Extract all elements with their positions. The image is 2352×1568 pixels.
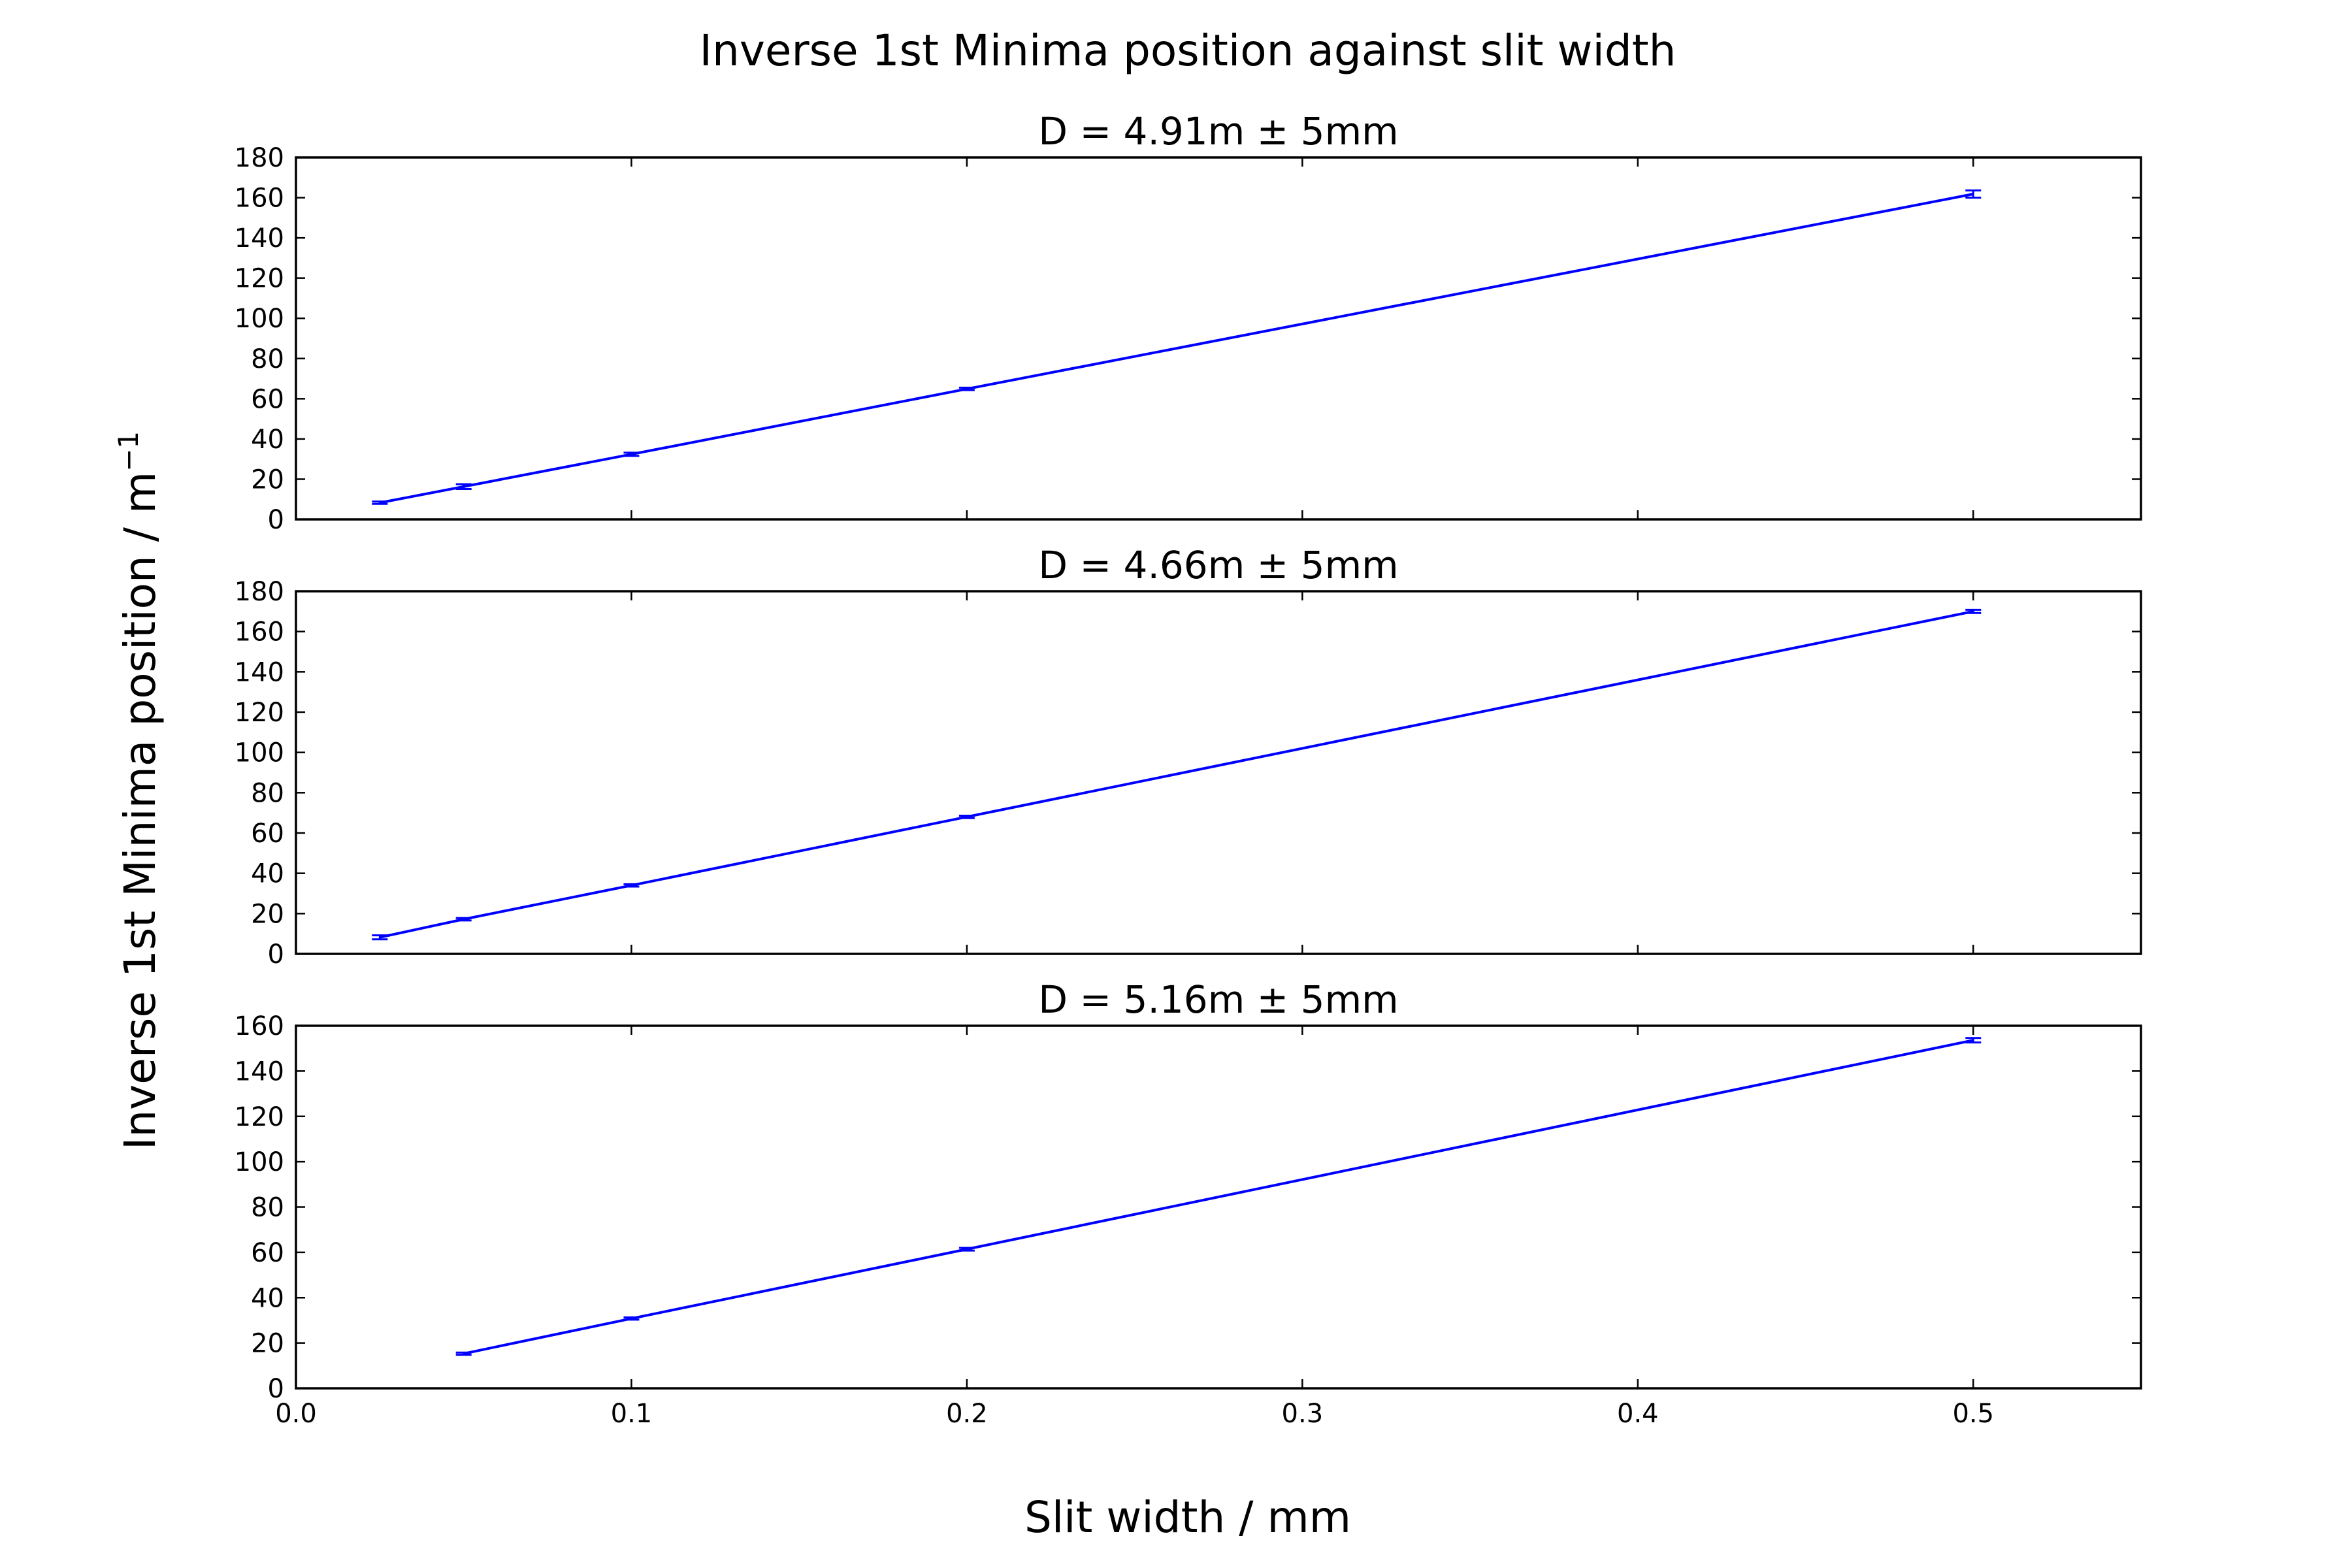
y-axis-label: Inverse 1st Minima position / m−1	[112, 431, 165, 1150]
subplot-title: D = 5.16m ± 5mm	[1038, 977, 1398, 1022]
subplot-1: D = 4.91m ± 5mm 0 20 40 60 80 100 120 140 160 180	[235, 109, 2142, 535]
x-tick-label: 0.3	[1282, 1399, 1324, 1429]
y-tick-label: 0	[268, 939, 284, 970]
x-tick-label: 0.4	[1617, 1399, 1659, 1429]
error-bar	[958, 386, 975, 391]
y-tick-label: 20	[251, 465, 284, 495]
error-bar	[623, 1316, 640, 1321]
y-tick-label: 180	[235, 577, 284, 607]
error-bar	[1965, 1037, 1982, 1044]
y-tick-label: 140	[235, 657, 284, 687]
error-bar	[958, 814, 975, 819]
y-tick-label: 0	[268, 505, 284, 535]
y-tick-label: 140	[235, 1056, 284, 1086]
x-tick-label: 0.1	[611, 1399, 653, 1429]
figure-title: Inverse 1st Minima position against slit…	[700, 25, 1676, 76]
y-tick-label: 160	[235, 184, 284, 214]
subplot-2: D = 4.66m ± 5mm 0 20 40 60 80 100 120 140 160 180	[235, 543, 2142, 970]
y-tick-label: 20	[251, 1329, 284, 1359]
y-tick-label: 120	[235, 1102, 284, 1132]
y-tick-label: 100	[235, 738, 284, 768]
data-line	[463, 1039, 1974, 1355]
error-bar	[455, 917, 472, 922]
subplots: D = 4.91m ± 5mm020406080100120140160180D…	[235, 109, 2142, 1429]
y-tick-label: 120	[235, 698, 284, 728]
error-bar	[958, 1247, 975, 1252]
error-bar	[372, 500, 388, 505]
y-tick-label: 40	[251, 859, 284, 889]
x-axis-label: Slit width / mm	[1024, 1492, 1351, 1543]
x-tick-label: 0.5	[1952, 1399, 1994, 1429]
y-tick-label: 100	[235, 1147, 284, 1177]
y-tick-label: 60	[251, 1238, 284, 1268]
y-tick-label: 80	[251, 344, 284, 374]
x-tick-label: 0.2	[946, 1399, 988, 1429]
error-bar	[455, 1351, 472, 1356]
y-tick-label: 0	[268, 1374, 284, 1404]
y-tick-label: 120	[235, 264, 284, 294]
error-bar	[372, 934, 388, 941]
y-tick-label: 180	[235, 143, 284, 173]
axes-frame	[295, 590, 2142, 955]
error-bar	[623, 451, 640, 457]
y-tick-label: 80	[251, 778, 284, 808]
y-tick-label: 40	[251, 425, 284, 455]
subplot-title: D = 4.66m ± 5mm	[1038, 543, 1398, 587]
y-tick-label: 60	[251, 819, 284, 849]
axes-frame	[295, 156, 2142, 521]
y-axis-label-main: Inverse 1st Minima position / m	[115, 472, 165, 1150]
subplot-title: D = 4.91m ± 5mm	[1038, 109, 1398, 154]
y-tick-label: 40	[251, 1283, 284, 1313]
y-tick-label: 60	[251, 384, 284, 414]
y-tick-label: 140	[235, 223, 284, 253]
y-tick-label: 160	[235, 1011, 284, 1041]
y-axis-label-superscript: −1	[112, 431, 144, 472]
error-bar	[455, 483, 472, 491]
y-tick-label: 80	[251, 1193, 284, 1223]
y-tick-label: 160	[235, 617, 284, 647]
axes-frame	[295, 1024, 2142, 1390]
x-tick-label: 0.0	[275, 1399, 317, 1429]
y-tick-label: 100	[235, 304, 284, 334]
error-bar	[1965, 608, 1982, 614]
y-tick-label: 20	[251, 899, 284, 929]
subplot-3: D = 5.16m ± 5mm 0 20 40 60 80 100 120 140 160 0.0 0…	[235, 977, 2142, 1429]
error-bar	[1965, 189, 1982, 199]
error-bar	[623, 883, 640, 888]
